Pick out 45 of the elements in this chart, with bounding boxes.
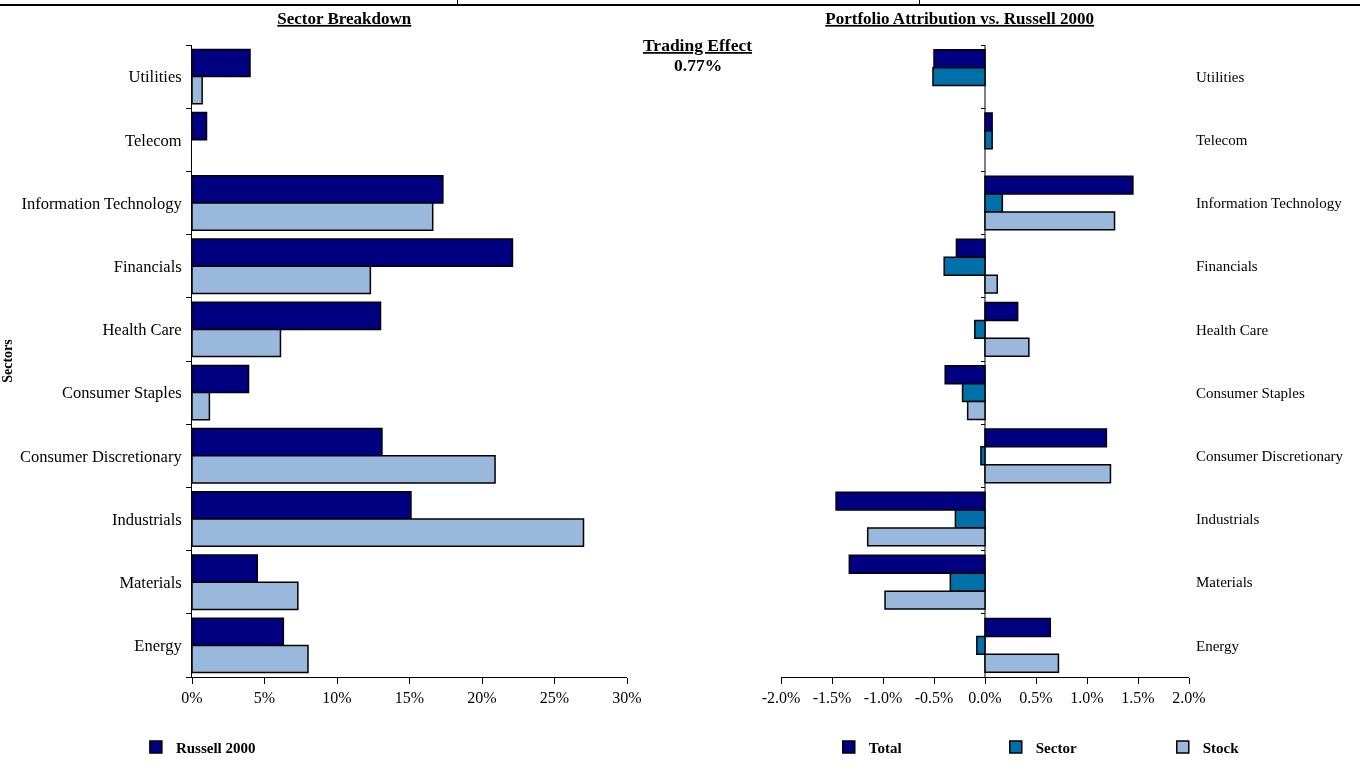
y-tick-label: Materials [119,572,182,592]
y-tick-label: Telecom [125,130,182,150]
x-tick-label: 5% [253,689,276,707]
x-tick-label: 30% [612,689,642,707]
y-tick-label: Materials [1196,574,1253,591]
x-tick-label: -1.5% [812,689,852,707]
y-tick-label: Consumer Staples [62,383,182,403]
y-tick-label: Industrials [1196,511,1260,528]
y-tick-label: Utilities [128,67,182,87]
text: Trading Effect [643,35,753,55]
x-tick-label: 10% [322,689,352,707]
x-tick-label: 1.5% [1121,689,1155,707]
x-tick-label: 0% [181,689,203,707]
y-tick-label: Health Care [102,320,182,340]
y-tick-label: Telecom [1196,132,1248,149]
y-tick-label: Consumer Staples [1196,384,1305,401]
chart-title: Sector Breakdown [277,8,412,28]
y-tick-label: Consumer Discretionary [19,446,183,466]
chart-title: Portfolio Attribution vs. Russell 2000 [825,8,1095,28]
y-axis-title: Sectors [0,338,15,383]
x-tick-label: -2.0% [761,689,801,707]
legend-label: Stock [1202,739,1240,756]
x-tick-label: -0.5% [914,689,954,707]
y-tick-label: Information Technology [1196,195,1343,212]
x-tick-label: 1.0% [1070,689,1104,707]
text: 0.77% [674,55,723,75]
x-tick-label: 0.0% [968,689,1002,707]
y-tick-label: Financials [1196,258,1258,275]
y-tick-label: Information Technology [21,193,183,213]
x-tick-label: 15% [394,689,425,707]
legend-label: Sector [1035,739,1077,756]
y-tick-label: Health Care [1196,321,1269,338]
y-tick-label: Consumer Discretionary [1196,448,1344,465]
legend-label: Russell 2000 [175,739,256,756]
y-tick-label: Utilities [1196,68,1245,85]
x-tick-label: -1.0% [863,689,903,707]
x-tick-label: 2.0% [1172,689,1206,707]
y-tick-label: Energy [134,636,183,656]
x-tick-label: 20% [467,689,497,707]
y-tick-label: Industrials [112,509,182,529]
x-tick-label: 0.5% [1019,689,1053,707]
legend-label: Total [868,739,902,756]
y-tick-label: Financials [113,256,182,276]
x-tick-label: 25% [539,689,570,707]
y-tick-label: Energy [1196,637,1240,654]
